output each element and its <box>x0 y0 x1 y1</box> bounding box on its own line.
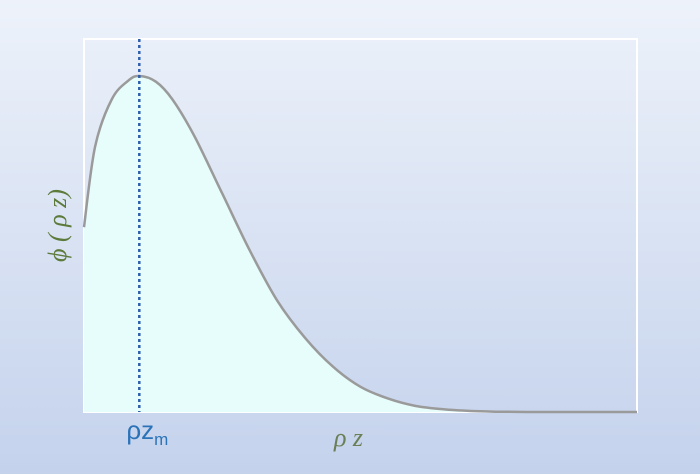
marker-label-main: ρz <box>126 415 154 445</box>
marker-label: ρzm <box>126 415 168 449</box>
marker-label-subscript: m <box>154 430 168 449</box>
y-axis-label: ϕ ( ρ z) <box>43 189 72 262</box>
x-axis-label: ρ z <box>333 423 363 452</box>
area-fill <box>84 75 637 413</box>
curve-line <box>82 74 637 414</box>
